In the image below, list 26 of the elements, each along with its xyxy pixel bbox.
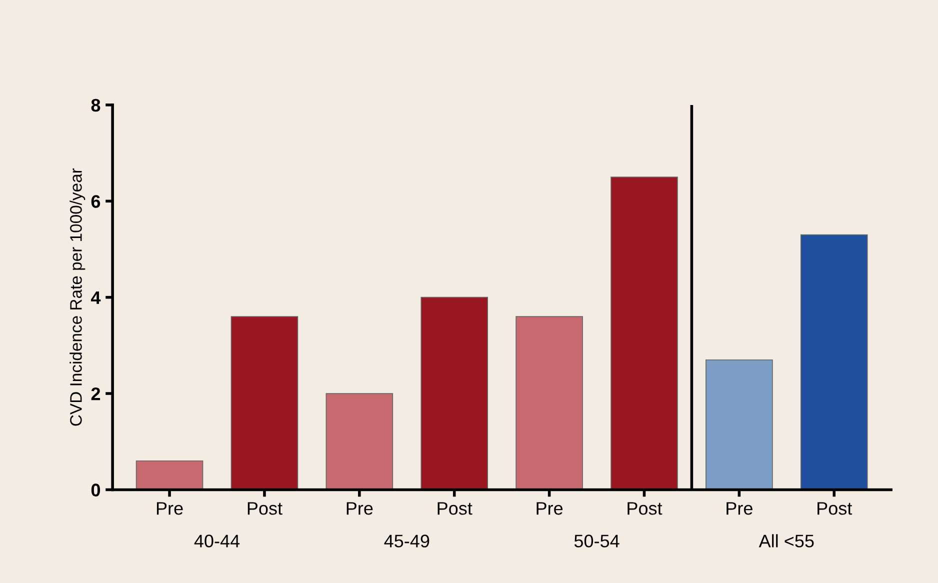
x-tick-label: Post bbox=[818, 502, 852, 515]
y-tick-label: 4 bbox=[90, 291, 101, 304]
text: All <55 bbox=[758, 534, 814, 548]
bar bbox=[706, 359, 773, 490]
bar bbox=[326, 393, 394, 490]
y-tick-label: 2 bbox=[91, 387, 100, 400]
y-tick-label: 0 bbox=[91, 484, 100, 496]
y-tick-label: 6 bbox=[91, 195, 100, 208]
x-tick-label: Post bbox=[248, 502, 282, 515]
x-tick-label: Pre bbox=[536, 502, 563, 515]
text: 40-44 bbox=[194, 534, 240, 548]
x-tick-label: Post bbox=[628, 502, 662, 515]
y-axis-title: CVD Incidence Rate per 1000/year bbox=[70, 168, 86, 426]
bar bbox=[610, 176, 678, 490]
x-tick-label: Pre bbox=[346, 502, 373, 515]
x-tick-label: Pre bbox=[156, 502, 183, 515]
x-tick-label: Pre bbox=[726, 502, 752, 515]
x-tick-label: Post bbox=[438, 502, 472, 515]
bar bbox=[230, 316, 298, 490]
text: 45-49 bbox=[384, 534, 430, 548]
bar bbox=[420, 296, 488, 490]
text: 50-54 bbox=[574, 534, 620, 548]
y-tick-label: 8 bbox=[91, 98, 100, 112]
bar bbox=[516, 316, 583, 490]
bar bbox=[800, 234, 868, 490]
bar bbox=[136, 460, 204, 490]
